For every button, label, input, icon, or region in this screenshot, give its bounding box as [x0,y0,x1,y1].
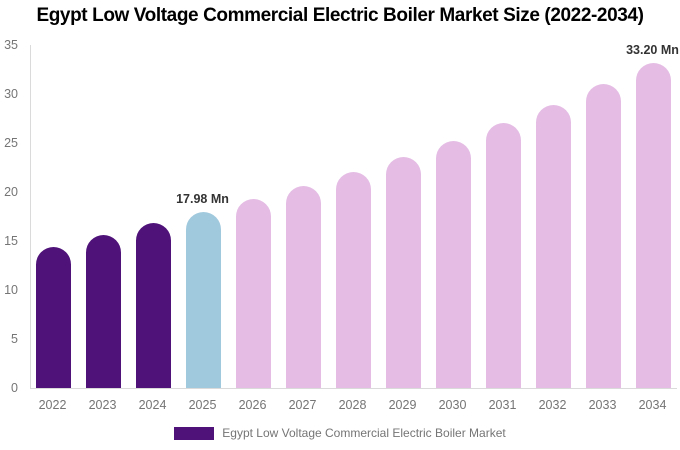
y-tick-label: 25 [4,136,18,150]
x-axis-label: 2028 [338,398,367,412]
x-axis-label: 2023 [88,398,117,412]
x-axis-label: 2026 [238,398,267,412]
bar-2025[interactable] [186,211,221,388]
x-axis-label: 2029 [388,398,417,412]
bar-2023[interactable] [86,235,121,388]
bar-2034[interactable] [636,62,671,388]
bar-2029[interactable] [386,156,421,388]
bar-value-label: 33.20 Mn [626,42,679,57]
x-axis-label: 2024 [138,398,167,412]
y-tick-label: 20 [4,185,18,199]
legend[interactable]: Egypt Low Voltage Commercial Electric Bo… [0,426,680,440]
y-tick-label: 5 [11,332,18,346]
x-axis-label: 2032 [538,398,567,412]
y-tick-label: 15 [4,234,18,248]
y-tick-label: 35 [4,38,18,52]
y-tick-label: 30 [4,87,18,101]
bar-2024[interactable] [136,223,171,388]
x-axis-label: 2030 [438,398,467,412]
bar-2022[interactable] [36,246,71,388]
chart-title: Egypt Low Voltage Commercial Electric Bo… [36,5,644,26]
bar-2031[interactable] [486,123,521,388]
x-axis-label: 2022 [38,398,67,412]
x-axis-label: 2027 [288,398,317,412]
x-axis-label: 2031 [488,398,517,412]
y-tick-label: 0 [11,381,18,395]
x-axis-label: 2034 [638,398,667,412]
x-axis-label: 2025 [188,398,217,412]
bar-2026[interactable] [236,199,271,388]
y-tick-label: 10 [4,283,18,297]
bar-2033[interactable] [586,84,621,388]
bar-value-label: 17.98 Mn [176,191,229,206]
plot-area [30,45,677,389]
bar-2028[interactable] [336,171,371,388]
bar-2030[interactable] [436,140,471,388]
bar-2032[interactable] [536,104,571,388]
legend-label: Egypt Low Voltage Commercial Electric Bo… [222,426,506,440]
legend-swatch-icon [174,426,215,440]
x-axis-label: 2033 [588,398,617,412]
bar-2027[interactable] [286,186,321,388]
